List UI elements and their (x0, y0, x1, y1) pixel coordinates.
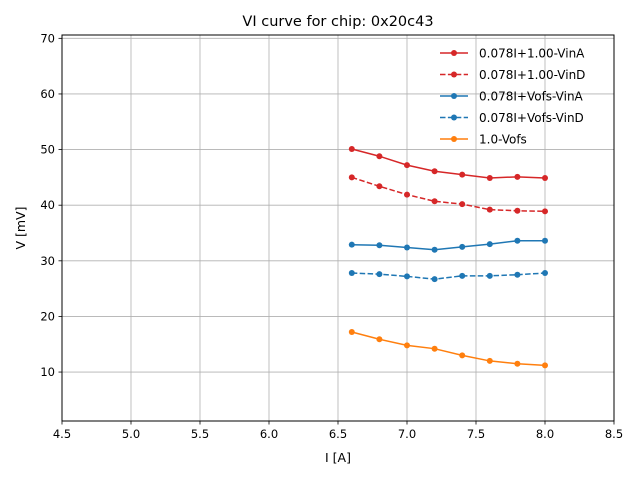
y-axis-label: V [mV] (13, 206, 28, 249)
x-tick-label: 8.0 (536, 427, 554, 441)
data-point (514, 271, 521, 278)
data-point (542, 237, 548, 244)
legend-swatch-marker (451, 136, 457, 142)
data-point (486, 241, 493, 248)
data-point (348, 241, 355, 248)
data-point (348, 174, 355, 181)
y-tick-label: 50 (40, 143, 55, 157)
legend-label: 1.0-Vofs (479, 133, 527, 147)
series (348, 146, 548, 181)
series-line (351, 272, 546, 280)
data-point (376, 336, 383, 343)
data-point (376, 271, 383, 278)
x-tick-label: 7.5 (467, 427, 485, 441)
legend-swatch-marker (451, 114, 457, 121)
data-point (431, 168, 438, 175)
data-point (348, 329, 355, 336)
legend-label: 0.078I+1.00-VinD (479, 68, 585, 82)
x-tick-label: 8.5 (605, 427, 623, 441)
axis-ticks: 4.5 5.0 5.5 6.0 6.5 7.0 7.5 8.0 8.5 10 20 30 40 50 60 7… (40, 31, 623, 441)
chart-title: VI curve for chip: 0x20c43 (242, 14, 433, 30)
data-point (376, 183, 383, 190)
data-point (486, 206, 493, 213)
x-tick-label: 7.0 (398, 427, 416, 441)
legend-swatch-marker (451, 50, 457, 56)
series-line (351, 176, 546, 213)
x-tick-label: 4.5 (53, 427, 71, 441)
y-tick-label: 70 (40, 31, 55, 45)
data-point (459, 201, 466, 208)
legend: 0.078I+1.00-VinA 0.078I+1.00-VinD 0.078I+V… (440, 47, 585, 147)
data-point (348, 270, 355, 277)
legend-item: 1.0-Vofs (440, 133, 527, 147)
legend-swatch-marker (451, 71, 457, 78)
legend-item: 0.078I+Vofs-VinD (440, 111, 584, 125)
y-tick-label: 10 (40, 365, 55, 379)
data-point (542, 208, 548, 215)
data-point (459, 352, 466, 359)
data-point (514, 237, 521, 244)
legend-item: 0.078I+1.00-VinD (440, 68, 585, 82)
series-group (348, 146, 548, 369)
data-point (459, 243, 466, 250)
data-point (459, 171, 466, 178)
data-point (514, 360, 521, 367)
series (348, 237, 548, 253)
legend-label: 0.078I+Vofs-VinD (479, 111, 584, 125)
data-point (486, 357, 493, 364)
legend-item: 0.078I+Vofs-VinA (440, 90, 584, 104)
data-point (431, 246, 438, 253)
data-point (404, 191, 410, 198)
data-point (514, 173, 521, 180)
series (348, 329, 548, 369)
data-point (431, 198, 438, 205)
x-axis-label: I [A] (325, 450, 351, 465)
data-point (376, 153, 383, 160)
series-line (351, 148, 546, 179)
data-point (376, 242, 383, 249)
x-tick-label: 6.5 (329, 427, 347, 441)
legend-swatch-marker (451, 93, 457, 99)
data-point (459, 272, 466, 279)
series-line (351, 331, 546, 367)
data-point (486, 174, 493, 181)
series (348, 270, 548, 283)
legend-label: 0.078I+1.00-VinA (479, 47, 585, 61)
data-point (514, 207, 521, 214)
data-point (431, 345, 438, 352)
data-point (542, 270, 548, 277)
data-point (404, 244, 410, 251)
data-point (404, 162, 410, 169)
series-line (351, 240, 545, 251)
data-point (404, 273, 410, 280)
y-tick-label: 40 (40, 198, 55, 212)
series (348, 174, 548, 215)
data-point (542, 362, 548, 369)
legend-item: 0.078I+1.00-VinA (440, 47, 585, 61)
data-point (404, 342, 410, 349)
x-tick-label: 5.0 (122, 427, 140, 441)
y-tick-label: 30 (40, 254, 55, 268)
y-tick-label: 20 (40, 309, 55, 323)
data-point (486, 272, 493, 279)
data-point (431, 276, 438, 283)
data-point (348, 146, 355, 153)
x-tick-label: 5.5 (191, 427, 209, 441)
legend-label: 0.078I+Vofs-VinA (479, 90, 584, 104)
y-tick-label: 60 (40, 87, 55, 101)
data-point (542, 174, 548, 181)
x-tick-label: 6.0 (260, 427, 278, 441)
